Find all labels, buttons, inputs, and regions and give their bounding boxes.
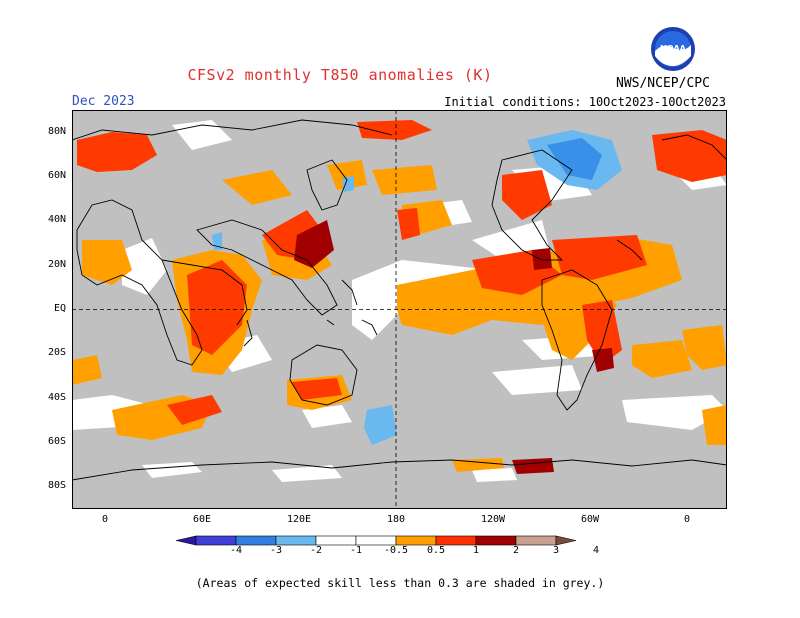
legend-swatch (475, 535, 517, 546)
lon-label: 0 (101, 514, 109, 525)
lon-label: 0 (683, 514, 691, 525)
legend-label: 2 (512, 545, 520, 556)
legend-label: -2 (309, 545, 323, 556)
legend-swatch (395, 535, 437, 546)
lon-label: 120W (480, 514, 506, 525)
lon-label: 60W (580, 514, 600, 525)
red-areas (77, 120, 727, 425)
legend-swatch (515, 535, 557, 546)
lon-label: 180 (386, 514, 406, 525)
chart-title: CFSv2 monthly T850 anomalies (K) (187, 66, 493, 84)
lat-label: 40S (47, 392, 66, 403)
lon-label: 60E (192, 514, 212, 525)
agency-label: NWS/NCEP/CPC (616, 76, 710, 91)
reference-lines (72, 110, 727, 509)
legend-label: -3 (269, 545, 283, 556)
legend-colorbar (175, 535, 577, 546)
legend-swatch (435, 535, 477, 546)
initial-conditions: Initial conditions: 10Oct2023-10Oct2023 (444, 95, 726, 109)
anomaly-map (72, 110, 727, 509)
legend-swatch (175, 535, 197, 546)
lat-label: 60S (47, 436, 66, 447)
legend-swatch (315, 535, 357, 546)
noaa-logo-icon: NOAA (651, 27, 695, 71)
legend-swatch (355, 535, 397, 546)
coastlines (72, 119, 727, 481)
legend-swatch (195, 535, 237, 546)
lat-label: 20N (47, 259, 66, 270)
legend-label: 4 (592, 545, 600, 556)
skill-footnote: (Areas of expected skill less than 0.3 a… (195, 576, 605, 590)
lat-label: EQ (53, 303, 66, 314)
legend-label: -4 (229, 545, 243, 556)
legend-label: 3 (552, 545, 560, 556)
lat-label: 80S (47, 480, 66, 491)
lat-label: 40N (47, 214, 66, 225)
legend-label: -0.5 (383, 545, 409, 556)
legend-label: 0.5 (426, 545, 446, 556)
lat-label: 80N (47, 126, 66, 137)
lat-label: 20S (47, 347, 66, 358)
legend-label: 1 (472, 545, 480, 556)
legend-swatch (235, 535, 277, 546)
forecast-month: Dec 2023 (72, 94, 135, 109)
lon-label: 120E (286, 514, 312, 525)
legend-swatch (275, 535, 317, 546)
lat-label: 60N (47, 170, 66, 181)
svg-text:NOAA: NOAA (660, 44, 686, 53)
blue-areas (212, 130, 622, 445)
legend-label: -1 (349, 545, 363, 556)
legend-swatch (555, 535, 577, 546)
